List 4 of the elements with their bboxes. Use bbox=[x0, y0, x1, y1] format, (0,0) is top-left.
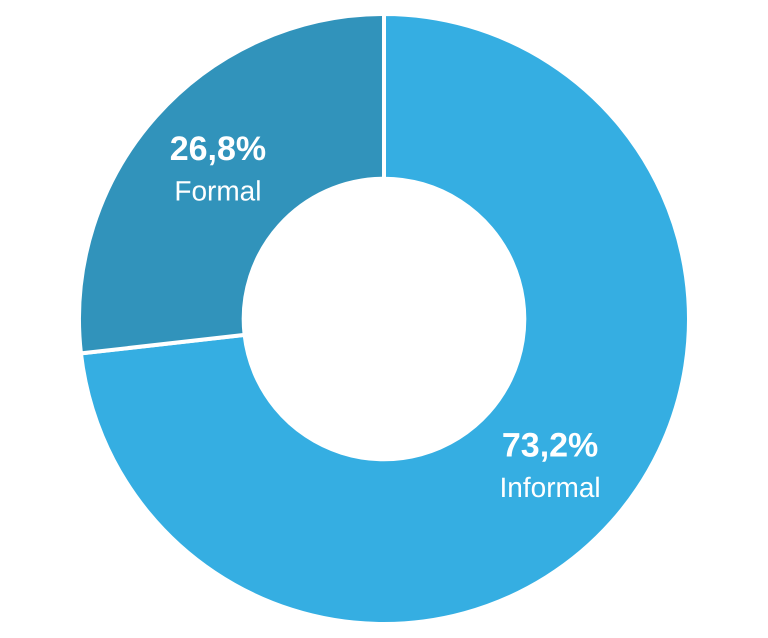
slice-label: Formal bbox=[174, 175, 262, 206]
data-label: 73,2% bbox=[502, 426, 598, 465]
slice-label: Informal bbox=[500, 472, 601, 504]
data-label: 26,8% bbox=[170, 130, 266, 168]
